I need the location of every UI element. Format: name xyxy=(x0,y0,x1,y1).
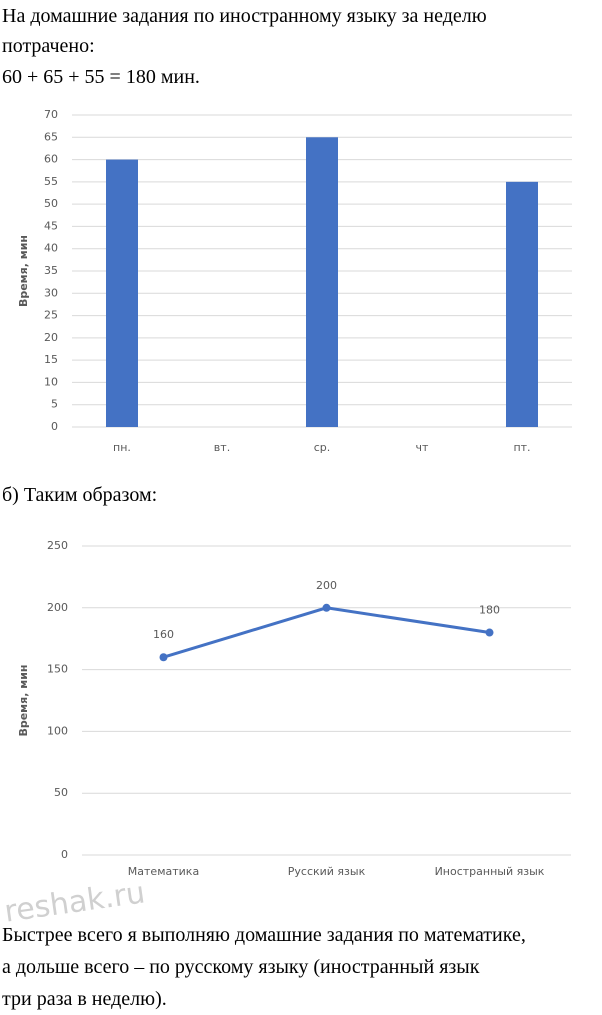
y-tick-label: 50 xyxy=(44,197,58,210)
data-label: 160 xyxy=(153,628,174,641)
x-tick-label: Русский язык xyxy=(288,865,366,878)
x-tick-label: пн. xyxy=(113,441,131,454)
y-tick-label: 60 xyxy=(44,153,58,166)
y-tick-label: 15 xyxy=(44,353,58,366)
bar xyxy=(306,137,338,427)
paragraph: три раза в неделю). xyxy=(2,988,167,1010)
y-tick-label: 45 xyxy=(44,219,58,232)
y-tick-label: 10 xyxy=(44,375,58,388)
x-tick-label: ср. xyxy=(314,441,331,454)
paragraph: б) Таким образом: xyxy=(2,484,158,506)
y-tick-label: 25 xyxy=(44,309,58,322)
y-tick-label: 150 xyxy=(47,663,68,676)
chart: 0 50 100 150 200 250 Время, мин Математика Русск… xyxy=(17,539,571,878)
x-tick-label: чт xyxy=(416,441,429,454)
y-tick-label: 5 xyxy=(51,398,58,411)
data-label: 200 xyxy=(316,579,337,592)
y-axis-label: Время, мин xyxy=(17,664,30,736)
x-tick-label: Математика xyxy=(128,865,199,878)
y-tick-label: 40 xyxy=(44,242,58,255)
line xyxy=(163,606,490,659)
x-tick-label: Иностранный язык xyxy=(435,865,545,878)
y-tick-label: 0 xyxy=(51,420,58,433)
y-tick-label: 100 xyxy=(47,724,68,737)
paragraph: 60 + 65 + 55 = 180 мин. xyxy=(2,66,200,88)
y-tick-label: 20 xyxy=(44,331,58,344)
y-tick-label: 50 xyxy=(54,786,68,799)
bar xyxy=(506,181,538,427)
y-tick-label: 0 xyxy=(61,848,68,861)
paragraph: а дольше всего – по русскому языку (инос… xyxy=(2,956,480,978)
paragraph: Быстрее всего я выполняю домашние задани… xyxy=(2,924,526,946)
x-tick-label: пт. xyxy=(513,441,530,454)
y-axis-label: Время, мин xyxy=(17,235,30,307)
y-tick-label: 200 xyxy=(47,601,68,614)
y-tick-label: 35 xyxy=(44,264,58,277)
y-tick-label: 65 xyxy=(44,130,58,143)
y-tick-label: 250 xyxy=(47,539,68,552)
paragraph: На домашние задания по иностранному язык… xyxy=(2,5,487,27)
y-tick-label: 70 xyxy=(44,108,58,121)
point xyxy=(322,603,331,612)
data-label: 180 xyxy=(479,604,500,617)
chart: 0 5 10 15 20 25 30 35 40 45 50 55 60 65 70 Время, мин пн… xyxy=(17,108,572,454)
x-tick-label: вт. xyxy=(214,441,230,454)
point xyxy=(485,628,494,637)
y-tick-label: 30 xyxy=(44,286,58,299)
point xyxy=(159,653,168,662)
paragraph: потрачено: xyxy=(2,35,95,57)
bar xyxy=(106,159,138,428)
y-tick-label: 55 xyxy=(44,175,58,188)
